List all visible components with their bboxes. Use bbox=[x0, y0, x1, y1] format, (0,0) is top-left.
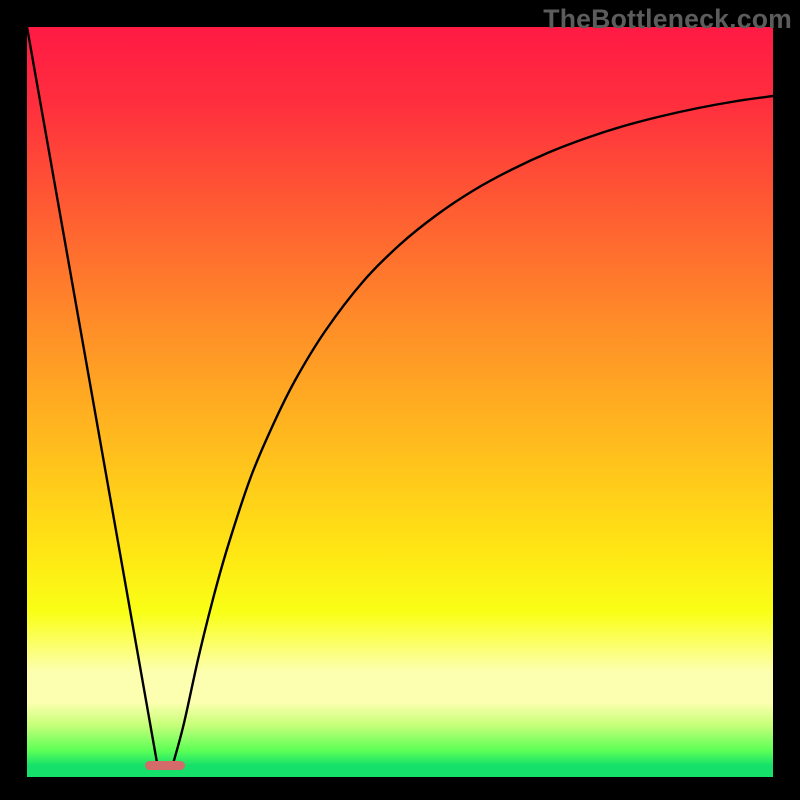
left-line-path bbox=[27, 27, 158, 766]
right-curve-path bbox=[172, 96, 773, 766]
curve-overlay bbox=[27, 27, 773, 777]
minimum-marker bbox=[145, 761, 185, 770]
plot-area bbox=[27, 27, 773, 777]
watermark-text: TheBottleneck.com bbox=[543, 4, 792, 35]
stage: TheBottleneck.com bbox=[0, 0, 800, 800]
